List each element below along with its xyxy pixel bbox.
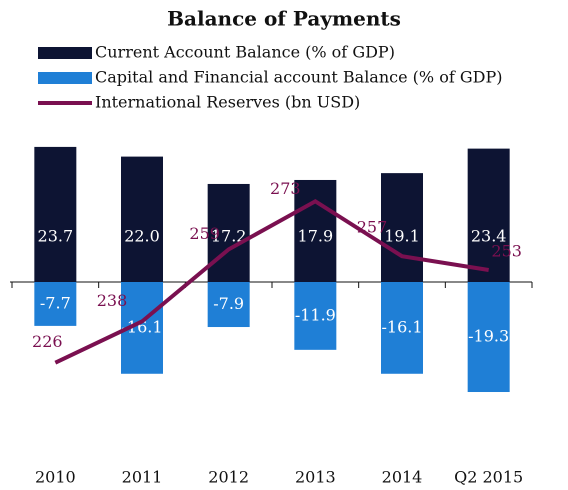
line-value-label: 253 [491, 241, 522, 260]
bar-value-label: -7.7 [40, 293, 71, 312]
legend-swatch [38, 47, 92, 59]
bar [294, 282, 337, 350]
bar-value-label: 22.0 [124, 227, 160, 246]
bar [467, 282, 510, 393]
line-value-label: 273 [270, 179, 301, 198]
chart-title: Balance of Payments [167, 7, 401, 31]
x-tick-label: 2011 [122, 468, 163, 487]
bar [34, 282, 77, 326]
bar-value-label: 23.4 [471, 227, 507, 246]
bar [207, 183, 250, 282]
bar [381, 173, 423, 282]
bar [294, 179, 337, 282]
bar-value-label: 19.1 [384, 227, 420, 246]
bar [121, 156, 163, 282]
line-value-label: 257 [357, 218, 388, 237]
bar-value-label: 23.7 [38, 227, 74, 246]
bar [467, 148, 510, 282]
bar [34, 146, 77, 282]
legend-label: Current Account Balance (% of GDP) [95, 43, 395, 62]
bar-value-label: -16.1 [121, 317, 162, 336]
x-tick-label: Q2 2015 [454, 468, 523, 487]
bar-value-label: -7.9 [213, 294, 244, 313]
legend-label: Capital and Financial account Balance (%… [95, 68, 502, 87]
x-tick-label: 2014 [382, 468, 423, 487]
bar-value-label: 17.2 [211, 227, 247, 246]
legend-swatch [38, 72, 92, 84]
bar-value-label: -16.1 [381, 317, 422, 336]
line-value-label: 226 [32, 332, 63, 351]
x-tick-label: 2012 [208, 468, 249, 487]
x-tick-label: 2013 [295, 468, 336, 487]
bar-value-label: -19.3 [468, 327, 509, 346]
bar-value-label: -11.9 [295, 305, 336, 324]
bar [207, 282, 250, 328]
line-value-label: 238 [97, 291, 128, 310]
legend-label: International Reserves (bn USD) [95, 93, 360, 112]
bar-value-label: 17.9 [298, 227, 334, 246]
x-tick-label: 2010 [35, 468, 76, 487]
line [54, 198, 489, 365]
line-value-label: 259 [189, 224, 220, 243]
bar [381, 282, 423, 374]
